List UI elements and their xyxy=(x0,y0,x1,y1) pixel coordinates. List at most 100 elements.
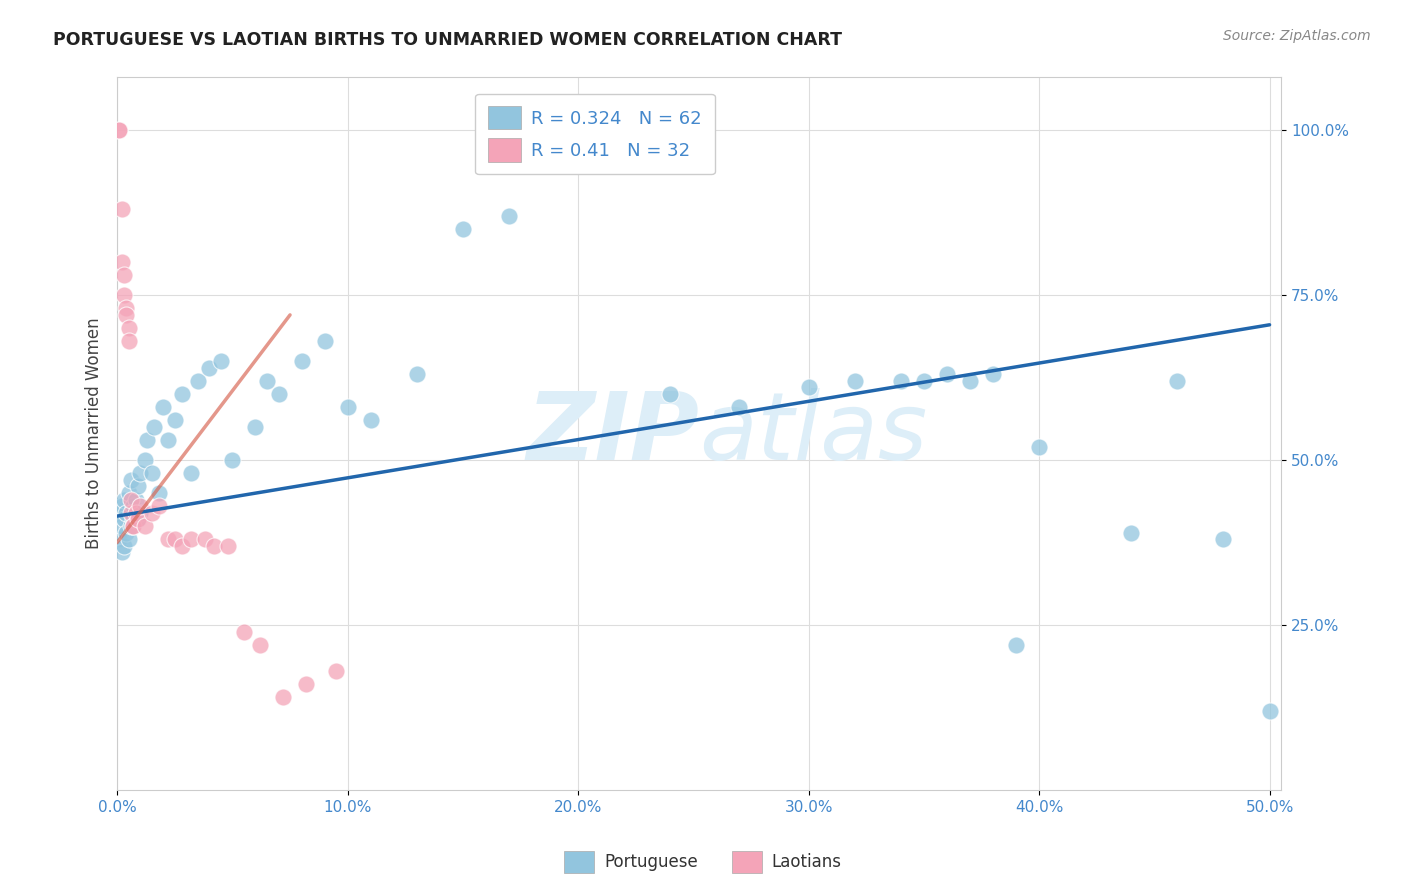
Point xyxy=(115,301,138,316)
Point xyxy=(148,486,170,500)
Point xyxy=(405,368,427,382)
Point xyxy=(122,499,145,513)
Point xyxy=(129,506,152,520)
Point xyxy=(115,308,138,322)
Point xyxy=(111,255,134,269)
Point xyxy=(122,512,145,526)
Point xyxy=(336,401,359,415)
Point xyxy=(912,374,935,388)
Point xyxy=(152,401,174,415)
Point xyxy=(115,506,138,520)
Point xyxy=(111,202,134,217)
Point xyxy=(111,545,134,559)
Point xyxy=(959,374,981,388)
Point xyxy=(143,420,166,434)
Point xyxy=(325,664,347,678)
Text: ZIP: ZIP xyxy=(526,388,699,480)
Point xyxy=(267,387,290,401)
Text: Source: ZipAtlas.com: Source: ZipAtlas.com xyxy=(1223,29,1371,44)
Point xyxy=(613,123,636,137)
Point xyxy=(112,268,135,283)
Point xyxy=(148,499,170,513)
Point xyxy=(118,321,141,335)
Point xyxy=(1028,440,1050,454)
Point xyxy=(1005,638,1028,652)
Point xyxy=(451,222,474,236)
Point xyxy=(118,334,141,349)
Point xyxy=(194,532,217,546)
Point xyxy=(124,506,146,520)
Point xyxy=(256,374,278,388)
Point xyxy=(111,499,134,513)
Point xyxy=(112,512,135,526)
Point xyxy=(108,532,131,546)
Point xyxy=(134,519,156,533)
Point xyxy=(1212,532,1234,546)
Point xyxy=(134,453,156,467)
Point xyxy=(108,123,131,137)
Point xyxy=(120,519,142,533)
Y-axis label: Births to Unmarried Women: Births to Unmarried Women xyxy=(86,318,103,549)
Point xyxy=(544,123,567,137)
Point xyxy=(249,638,271,652)
Point xyxy=(141,467,163,481)
Point xyxy=(233,624,256,639)
Point xyxy=(245,420,267,434)
Point xyxy=(120,473,142,487)
Legend: R = 0.324   N = 62, R = 0.41   N = 32: R = 0.324 N = 62, R = 0.41 N = 32 xyxy=(475,94,714,174)
Point xyxy=(112,492,135,507)
Point xyxy=(728,401,751,415)
Point xyxy=(981,368,1004,382)
Point xyxy=(797,380,820,394)
Point xyxy=(221,453,243,467)
Point xyxy=(1166,374,1188,388)
Point xyxy=(127,512,149,526)
Point xyxy=(120,492,142,507)
Point xyxy=(295,677,318,691)
Point xyxy=(108,123,131,137)
Point xyxy=(129,499,152,513)
Point xyxy=(115,525,138,540)
Point xyxy=(141,506,163,520)
Point xyxy=(122,519,145,533)
Point xyxy=(163,413,186,427)
Text: PORTUGUESE VS LAOTIAN BIRTHS TO UNMARRIED WOMEN CORRELATION CHART: PORTUGUESE VS LAOTIAN BIRTHS TO UNMARRIE… xyxy=(53,31,842,49)
Point xyxy=(112,539,135,553)
Point xyxy=(198,360,221,375)
Point xyxy=(314,334,336,349)
Point xyxy=(1121,525,1143,540)
Point xyxy=(111,519,134,533)
Point xyxy=(129,467,152,481)
Point xyxy=(290,354,312,368)
Point xyxy=(136,434,159,448)
Point xyxy=(127,512,149,526)
Point xyxy=(156,434,179,448)
Point xyxy=(659,387,682,401)
Point xyxy=(170,387,193,401)
Point xyxy=(271,690,294,705)
Point xyxy=(890,374,912,388)
Legend: Portuguese, Laotians: Portuguese, Laotians xyxy=(558,845,848,880)
Point xyxy=(360,413,382,427)
Point xyxy=(118,532,141,546)
Text: atlas: atlas xyxy=(699,388,928,479)
Point xyxy=(112,288,135,302)
Point xyxy=(217,539,239,553)
Point xyxy=(163,532,186,546)
Point xyxy=(170,539,193,553)
Point xyxy=(187,374,209,388)
Point xyxy=(180,467,202,481)
Point xyxy=(844,374,866,388)
Point xyxy=(127,479,149,493)
Point xyxy=(122,519,145,533)
Point xyxy=(498,209,520,223)
Point xyxy=(1258,704,1281,718)
Point xyxy=(118,486,141,500)
Point xyxy=(202,539,225,553)
Point xyxy=(124,492,146,507)
Point xyxy=(209,354,232,368)
Point xyxy=(935,368,957,382)
Point xyxy=(108,506,131,520)
Point xyxy=(180,532,202,546)
Point xyxy=(156,532,179,546)
